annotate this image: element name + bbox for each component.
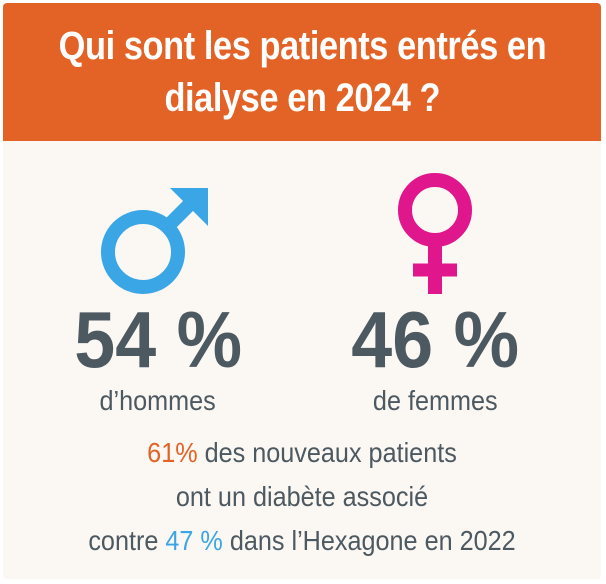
diabetes-note: 61% des nouveaux patients ont un diabète… [3,431,601,563]
note-line-2: ont un diabète associé [175,481,429,512]
male-symbol-icon [98,168,218,298]
title-line-2: dialyse en 2024 ? [164,76,440,120]
note-line-1-text: des nouveaux patients [197,437,457,468]
women-column: 46 % de femmes [315,168,555,418]
note-highlight-47: 47 % [165,525,223,556]
infographic-card: Qui sont les patients entrés en dialyse … [3,3,601,579]
note-line-1: 61% des nouveaux patients [33,431,571,475]
men-column: 54 % d’hommes [38,168,278,418]
female-symbol-icon [380,168,490,298]
note-highlight-61: 61% [147,437,198,468]
women-label: de femmes [372,385,498,416]
header-banner: Qui sont les patients entrés en dialyse … [3,3,601,141]
women-percentage: 46 % [351,295,519,384]
title-line-1: Qui sont les patients entrés en [58,24,546,68]
note-line-3: contre 47 % dans l’Hexagone en 2022 [33,519,571,563]
men-label: d’hommes [99,385,217,416]
note-line-3-suffix: dans l’Hexagone en 2022 [222,525,516,556]
men-percentage: 54 % [74,295,242,384]
note-line-3-prefix: contre [88,525,166,556]
